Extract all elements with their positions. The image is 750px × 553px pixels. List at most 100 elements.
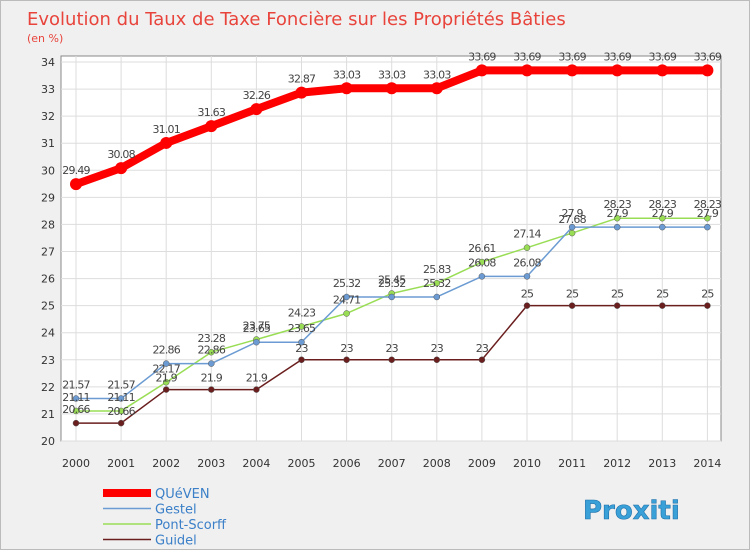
- data-label: 32.87: [288, 73, 316, 86]
- data-point: [388, 356, 395, 364]
- y-tick-label: 29: [41, 191, 55, 204]
- data-point: [659, 302, 666, 309]
- data-point: [478, 356, 486, 364]
- x-tick-label: 2007: [378, 457, 406, 470]
- data-labels: 29.49 30.08 31.01 31.63 32.26 32.87 33.03 33.03…: [62, 50, 722, 418]
- data-label: 23.75: [243, 319, 271, 332]
- data-label: 25: [656, 288, 669, 301]
- data-point: [388, 293, 395, 301]
- data-label: 33.69: [558, 50, 586, 63]
- data-label: 26.08: [513, 256, 541, 269]
- data-label: 33.69: [603, 50, 631, 63]
- data-label: 23.28: [198, 332, 226, 345]
- y-tick-label: 33: [41, 83, 55, 96]
- legend-label: QUéVEN: [155, 487, 210, 502]
- data-point: [117, 419, 125, 427]
- data-point: [250, 103, 263, 116]
- data-point: [701, 64, 714, 77]
- data-label: 25: [701, 288, 714, 301]
- data-point: [385, 82, 398, 95]
- data-point: [433, 279, 441, 287]
- data-label: 32.26: [243, 89, 271, 102]
- data-point: [117, 395, 125, 402]
- data-label: 23: [295, 342, 308, 355]
- legend-label: Guidel: [155, 534, 197, 549]
- data-label: 27.9: [607, 207, 629, 220]
- data-label: 22.86: [152, 344, 180, 357]
- data-point: [478, 258, 486, 266]
- data-point: [162, 360, 170, 367]
- data-point: [433, 356, 441, 364]
- data-point: [611, 64, 624, 77]
- data-label: 27.68: [558, 213, 586, 226]
- data-label: 33.03: [333, 68, 361, 81]
- data-label: 33.69: [649, 50, 677, 63]
- data-point: [117, 407, 125, 415]
- x-tick-label: 2005: [288, 457, 316, 470]
- data-label: 26.08: [468, 256, 496, 269]
- data-point: [568, 302, 576, 309]
- x-tick-label: 2008: [423, 457, 451, 470]
- data-point: [298, 323, 305, 330]
- data-point: [659, 223, 666, 231]
- data-label: 26.61: [468, 242, 496, 255]
- data-label: 25.83: [423, 263, 451, 276]
- data-point: [704, 214, 711, 222]
- data-label: 31.01: [152, 123, 180, 136]
- data-point: [475, 64, 488, 77]
- x-tick-label: 2012: [603, 457, 631, 470]
- data-point: [523, 244, 531, 251]
- data-label: 23: [476, 342, 489, 355]
- data-point: [430, 82, 443, 95]
- data-label: 21.9: [201, 372, 223, 385]
- data-label: 20.66: [62, 403, 90, 416]
- data-label: 21.9: [156, 372, 178, 385]
- data-label: 20.66: [107, 405, 135, 418]
- data-label: 25.32: [333, 277, 361, 290]
- data-label: 27.9: [697, 207, 719, 220]
- data-point: [162, 386, 170, 393]
- data-label: 27.9: [561, 207, 583, 220]
- data-point: [253, 386, 260, 393]
- y-axis-ticks: 20 21 22 23 24 25 26 27 28 29 30 31 32 33 34: [41, 56, 55, 448]
- data-label: 28.23: [649, 198, 677, 211]
- data-point: [523, 302, 531, 309]
- y-tick-label: 21: [41, 408, 55, 421]
- y-tick-label: 23: [41, 354, 55, 367]
- y-axis-label: (en %): [27, 32, 63, 45]
- data-point: [613, 214, 621, 222]
- data-label: 21.57: [62, 378, 90, 391]
- x-tick-label: 2011: [558, 457, 586, 470]
- y-tick-label: 28: [41, 218, 55, 231]
- x-tick-label: 2009: [468, 457, 496, 470]
- data-point: [72, 419, 80, 427]
- data-label: 31.63: [198, 106, 226, 119]
- x-tick-label: 2013: [648, 457, 676, 470]
- series-group: [70, 64, 714, 427]
- data-label: 21.11: [62, 391, 90, 404]
- x-tick-label: 2002: [152, 457, 180, 470]
- data-point: [205, 120, 218, 133]
- y-tick-label: 24: [41, 327, 55, 340]
- data-label: 29.49: [62, 164, 90, 177]
- data-label: 21.9: [246, 372, 268, 385]
- data-point: [343, 310, 350, 317]
- data-label: 24.23: [288, 306, 316, 319]
- data-label: 28.23: [603, 198, 631, 211]
- y-tick-label: 20: [41, 435, 55, 448]
- data-label: 24.71: [333, 293, 361, 306]
- y-tick-label: 25: [41, 300, 55, 313]
- data-label: 27.9: [652, 207, 674, 220]
- data-point: [704, 302, 711, 309]
- data-label: 28.23: [694, 198, 722, 211]
- data-point: [208, 348, 215, 356]
- data-label: 23: [340, 342, 353, 355]
- y-tick-label: 34: [41, 56, 55, 69]
- data-label: 33.69: [513, 50, 541, 63]
- data-point: [433, 293, 441, 301]
- data-point: [298, 338, 305, 346]
- data-label: 23.65: [288, 322, 316, 335]
- data-point: [298, 356, 305, 364]
